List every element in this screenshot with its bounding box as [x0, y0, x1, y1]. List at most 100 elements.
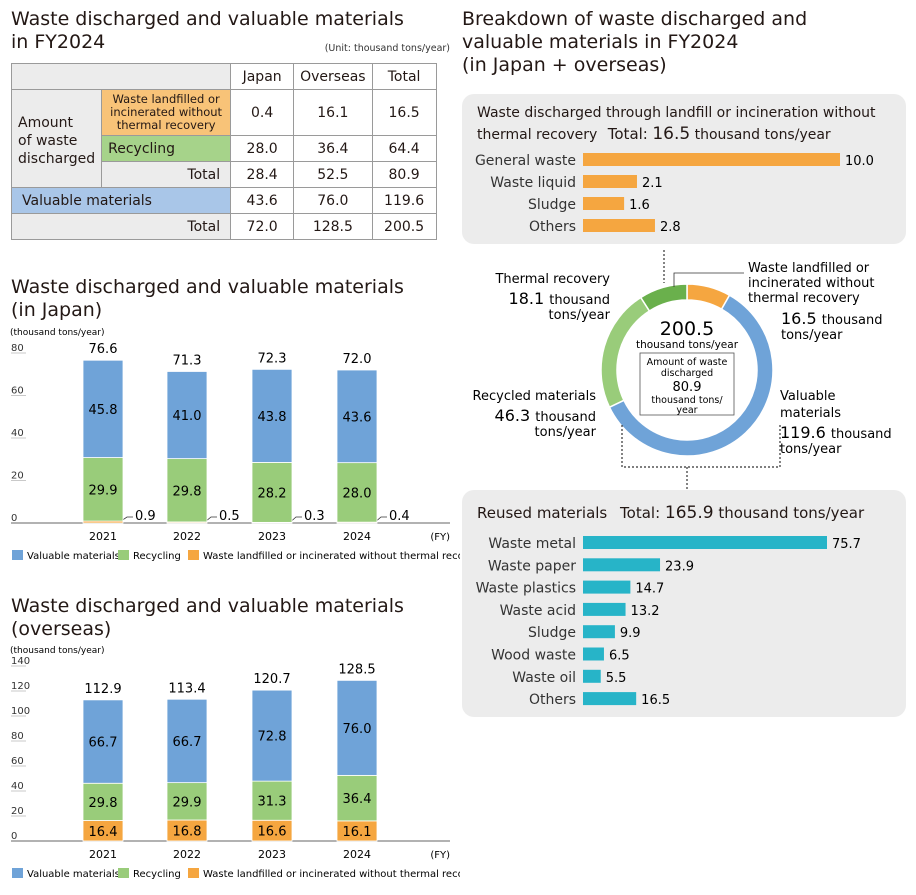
japan-stacked-bar-chart: (thousand tons/year) 0 20 40 60 80 0.9 29.9 45.8… — [10, 328, 460, 562]
overseas-segment-label: 29.8 — [89, 796, 118, 811]
total-overseas: 128.5 — [293, 213, 373, 240]
donut-thermal-value-line: 18.1 thousand — [509, 289, 610, 308]
japan-category-label: 2022 — [173, 530, 201, 543]
landfill-panel-title: Waste discharged through landfill or inc… — [477, 103, 876, 146]
overseas-stacked-bar-chart: (thousand tons/year) 0 20 40 60 80 100 120 140 16… — [10, 646, 460, 880]
donut-landfill-leader — [673, 272, 744, 287]
japan-chart-title: Waste discharged and valuable materials … — [11, 276, 404, 322]
reused-category-label: Sludge — [528, 625, 576, 641]
reused-panel-total-value: 165.9 — [664, 503, 714, 523]
landfill-panel-total-unit: thousand tons/year — [694, 127, 831, 143]
japan-landfill-label: 0.3 — [304, 509, 325, 524]
donut-valuable-label-2: materials — [780, 406, 841, 421]
landfill-panel-total-value: 16.5 — [652, 124, 691, 144]
donut-recycled-value-line: 46.3 thousand — [495, 406, 596, 425]
reused-bar — [583, 536, 827, 549]
japan-bar-valuable — [336, 369, 378, 464]
donut-valuable-label-1: Valuable — [780, 389, 836, 404]
landfill-label: Waste landfilled or incinerated without … — [101, 89, 232, 136]
overseas-ytick-label: 60 — [11, 756, 24, 767]
donut-recycled-unit-2: tons/year — [535, 425, 597, 440]
recycling-overseas: 36.4 — [293, 135, 373, 162]
table-unit: (Unit: thousand tons/year) — [324, 43, 450, 54]
landfill-bar — [583, 219, 655, 232]
reused-category-label: Waste oil — [512, 670, 576, 686]
donut-connector-bottom — [621, 425, 781, 468]
group-label-discharged: Amount of waste discharged — [10, 89, 103, 188]
donut-landfill-unit-2: tons/year — [781, 328, 843, 343]
donut-landfill-label-2: incinerated without — [748, 276, 875, 291]
japan-bar-valuable — [251, 368, 293, 463]
group-label-2: of waste — [18, 133, 78, 149]
overseas-category-label: 2022 — [173, 848, 201, 861]
donut-thermal-unit-2: tons/year — [549, 308, 611, 323]
overseas-legend-label: Valuable materials — [27, 869, 120, 880]
table-row-recycling: Recycling 28.0 36.4 64.4 — [12, 135, 437, 162]
donut-inner-value: 80.9 — [673, 380, 702, 395]
header-japan: Japan — [230, 63, 295, 90]
reused-breakdown-panel — [462, 490, 906, 717]
table-title: Waste discharged and valuable materials … — [11, 8, 404, 54]
donut-center-value: 200.5 — [660, 318, 714, 340]
landfill-bar — [583, 197, 625, 210]
overseas-ytick-label: 40 — [11, 781, 24, 792]
reused-value-label: 5.5 — [606, 671, 627, 686]
landfill-category-label: Others — [529, 219, 576, 235]
overseas-category-label: 2024 — [343, 848, 371, 861]
overseas-landfill-label: 16.6 — [258, 825, 287, 840]
donut-recycled-label: Recycled materials — [473, 389, 597, 404]
total-label: Total — [10, 213, 232, 240]
total-total: 200.5 — [371, 213, 437, 240]
landfill-hbar-chart: General waste 10.0 Waste liquid 2.1 Sludge 1.… — [475, 153, 874, 235]
overseas-segment-label: 31.3 — [258, 795, 287, 810]
donut-inner-unit-1: thousand tons/ — [651, 395, 723, 406]
japan-bar-valuable — [166, 371, 208, 460]
japan-ytick-label: 20 — [11, 471, 24, 482]
japan-landfill-label: 0.5 — [219, 509, 240, 524]
japan-total-label: 71.3 — [173, 353, 202, 368]
overseas-legend-swatch — [188, 868, 199, 878]
fy2024-table: Japan Overseas Total Amount of waste dis… — [10, 63, 437, 240]
breakdown-title-3: (in Japan + overseas) — [462, 54, 667, 76]
overseas-bar-valuable — [251, 689, 293, 782]
recycling-total: 64.4 — [371, 135, 437, 162]
reused-value-label: 9.9 — [620, 626, 641, 641]
valuable-japan: 43.6 — [230, 187, 295, 214]
overseas-legend-swatch — [12, 868, 23, 878]
japan-legend-swatch — [12, 550, 23, 560]
japan-ytick-label: 80 — [11, 343, 24, 354]
breakdown-title-1: Breakdown of waste discharged and — [462, 8, 808, 30]
donut-thermal-label: Thermal recovery — [494, 272, 610, 287]
reused-bar — [583, 602, 626, 616]
table-row-total: Total 72.0 128.5 200.5 — [10, 213, 437, 240]
japan-legend-label: Valuable materials — [27, 551, 120, 562]
reused-value-label: 16.5 — [641, 693, 670, 708]
japan-category-label: 2021 — [89, 530, 117, 543]
japan-ytick-label: 0 — [11, 513, 17, 524]
japan-legend-swatch — [188, 550, 199, 560]
donut-inner-unit-2: year — [676, 405, 697, 416]
overseas-total-label: 113.4 — [168, 681, 205, 696]
overseas-bar-recycling — [336, 774, 378, 822]
landfill-value-label: 2.8 — [660, 220, 681, 235]
japan-segment-label: 43.8 — [258, 410, 287, 425]
landfill-panel-title-2-text: thermal recovery — [477, 127, 598, 143]
japan-segment-label: 28.2 — [258, 486, 287, 501]
overseas-total-label: 120.7 — [253, 672, 290, 687]
japan-legend-label: Waste landfilled or incinerated without … — [203, 551, 460, 562]
japan-y-unit: (thousand tons/year) — [10, 328, 105, 338]
landfill-category-label: Sludge — [528, 197, 576, 213]
table-header-row: Japan Overseas Total — [10, 63, 437, 90]
overseas-bar-recycling — [166, 782, 208, 821]
recycling-japan: 28.0 — [230, 135, 295, 162]
table-row-subtotal: Total 28.4 52.5 80.9 — [12, 161, 437, 188]
japan-bar-recycling — [82, 457, 124, 522]
reused-value-label: 14.7 — [635, 582, 664, 597]
japan-bar-valuable — [82, 359, 124, 458]
japan-category-label: 2023 — [258, 530, 286, 543]
japan-total-label: 76.6 — [89, 342, 118, 357]
reused-panel-title-text: Reused materials — [477, 504, 608, 522]
landfill-value-label: 1.6 — [629, 198, 650, 213]
japan-landfill-label: 0.4 — [389, 509, 410, 524]
overseas-ytick-label: 20 — [11, 806, 24, 817]
